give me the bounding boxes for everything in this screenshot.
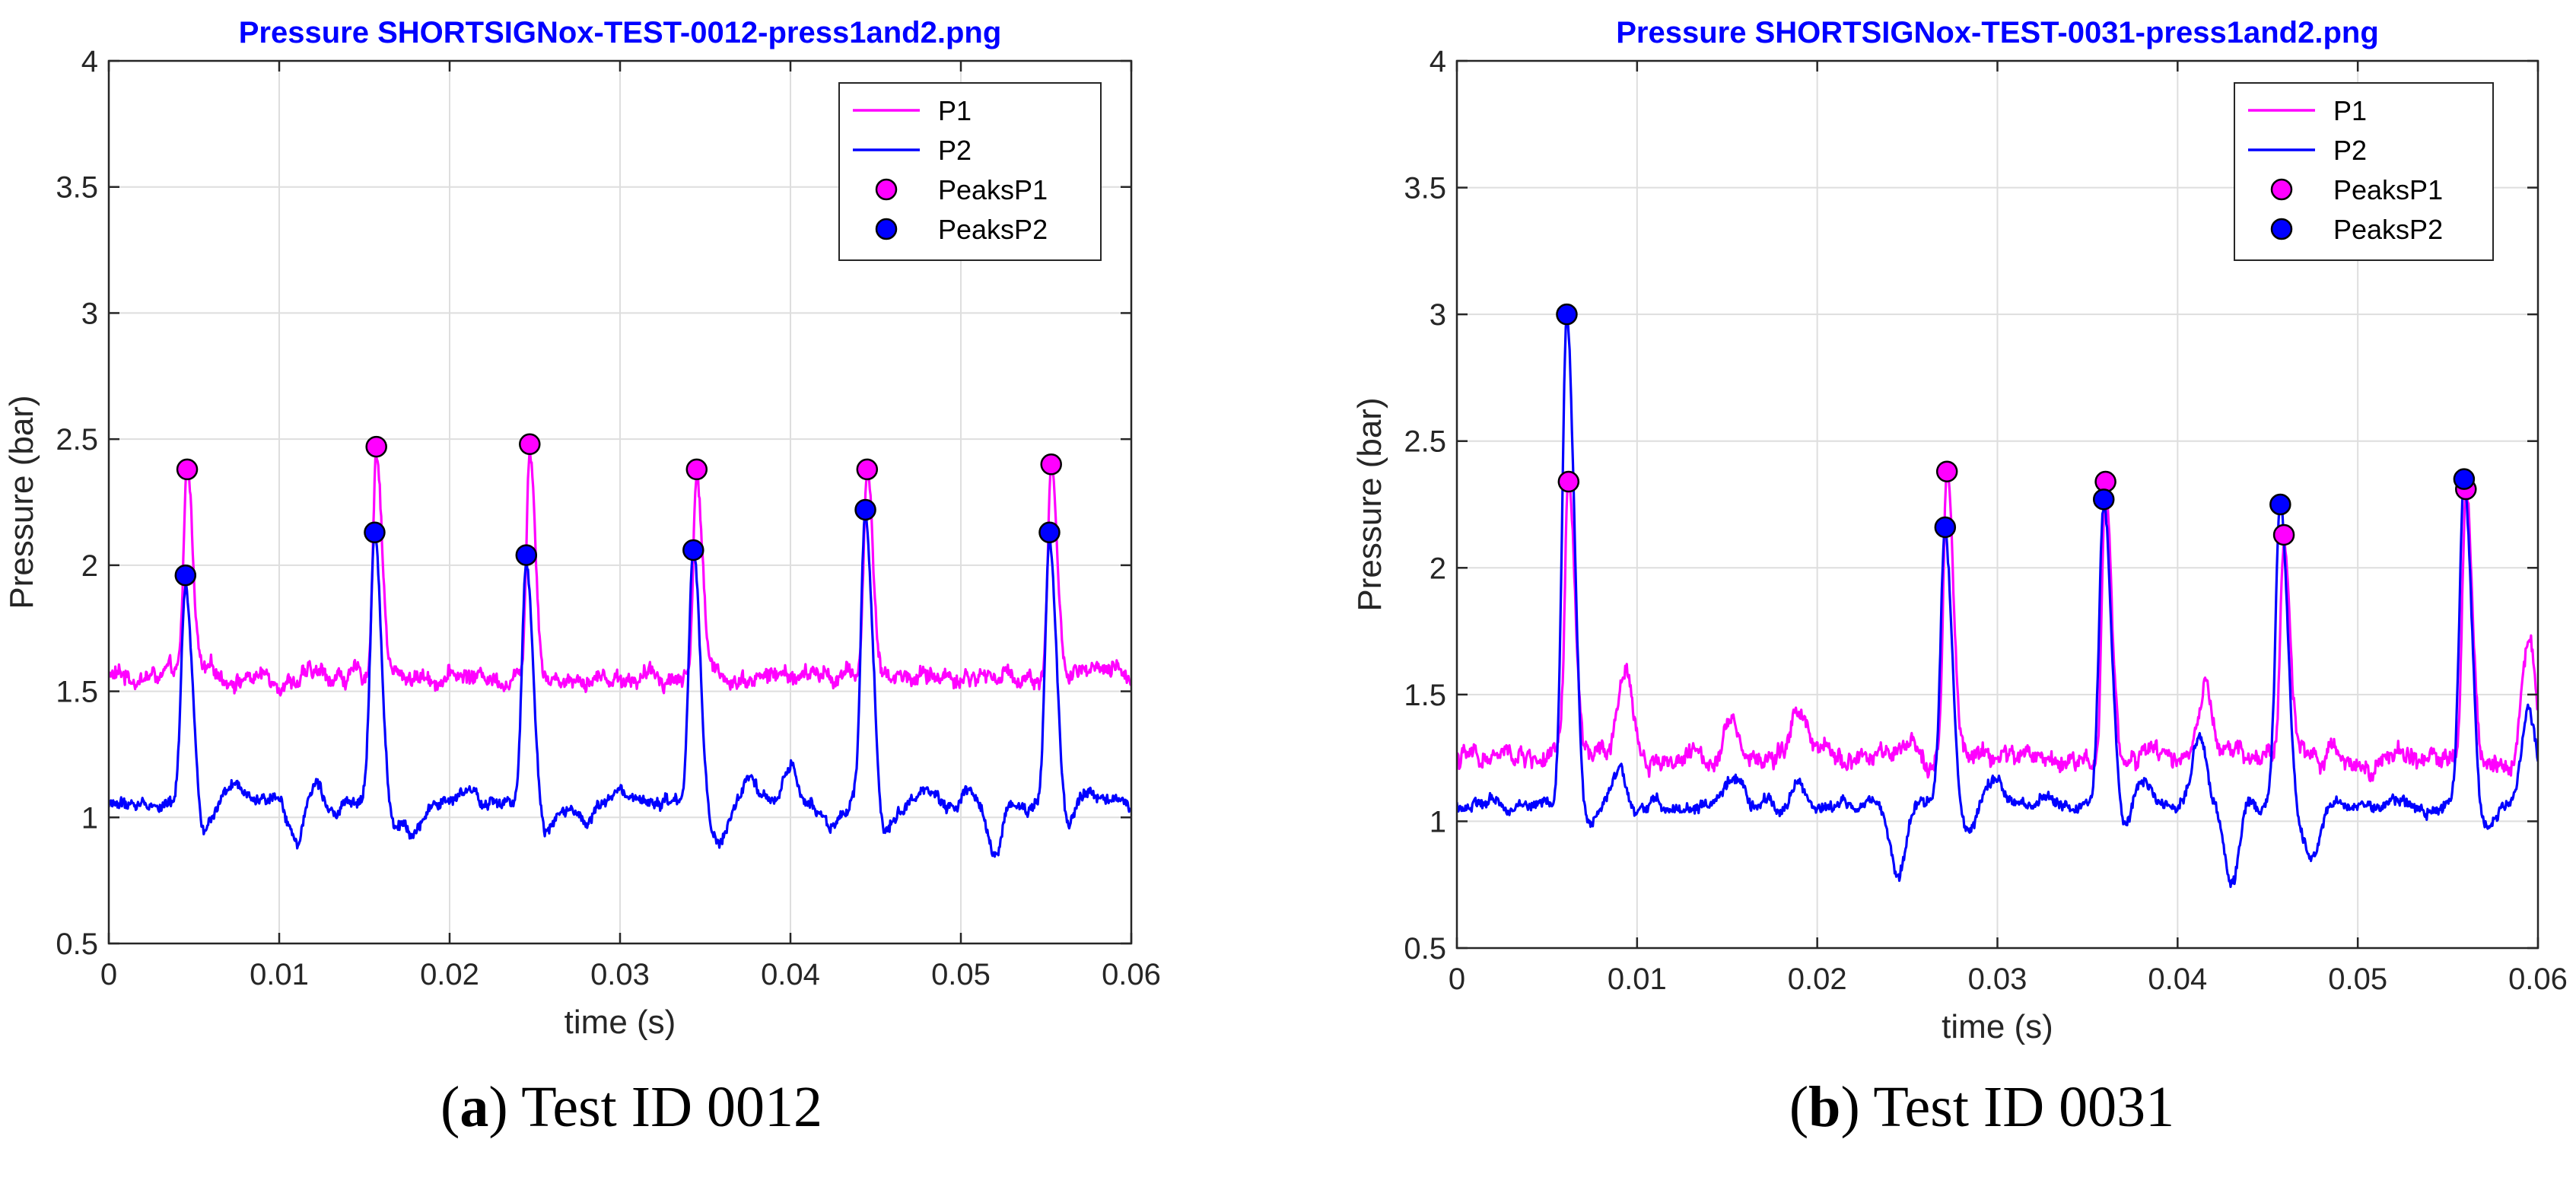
y-tick-label: 4 [1430, 45, 1446, 78]
caption-letter-a: a [460, 1075, 489, 1139]
x-tick-label: 0.02 [420, 958, 479, 991]
marker-peaksp2 [364, 521, 386, 544]
marker-peaksp1 [519, 433, 541, 456]
y-tick-label: 1.5 [56, 676, 98, 709]
caption-b: (b) Test ID 0031 [1789, 1075, 2175, 1139]
marker-peaksp1 [2272, 523, 2295, 546]
x-tick-label: 0.06 [1102, 958, 1161, 991]
marker-peaksp1 [685, 458, 708, 481]
caption-text-b: Test ID 0031 [1859, 1075, 2175, 1139]
legend-swatch-peaksp1 [875, 178, 898, 201]
series-line-p2 [109, 511, 1131, 858]
x-axis-label: time (s) [1942, 1008, 2053, 1045]
marker-peaksp2 [174, 564, 197, 587]
y-tick-label: 1 [81, 801, 98, 835]
caption-letter-b: b [1808, 1075, 1841, 1139]
y-tick-label: 1 [1430, 805, 1446, 838]
y-axis-label: Pressure (bar) [3, 395, 40, 609]
y-tick-label: 2.5 [56, 423, 98, 457]
legend-label-peaksp2: PeaksP2 [2333, 214, 2443, 245]
y-tick-label: 1.5 [1404, 679, 1446, 712]
x-tick-label: 0.06 [2508, 963, 2568, 996]
legend-swatch-peaksp2 [2270, 218, 2293, 240]
x-tick-label: 0.03 [1968, 963, 2027, 996]
marker-peaksp2 [1038, 521, 1061, 544]
marker-peaksp1 [2094, 470, 2116, 493]
x-tick-label: 0 [1449, 963, 1465, 996]
legend-label-peaksp2: PeaksP2 [938, 214, 1048, 245]
marker-peaksp1 [856, 458, 879, 481]
legend-label-p2: P2 [938, 135, 972, 166]
y-tick-label: 2 [1430, 552, 1446, 585]
chart-title: Pressure SHORTSIGNox-TEST-0031-press1and… [1616, 16, 2379, 49]
y-tick-label: 0.5 [56, 928, 98, 961]
legend: P1 P2 PeaksP1 PeaksP2 [2234, 82, 2494, 261]
caption-text-a: Test ID 0012 [507, 1075, 822, 1139]
marker-peaksp2 [2269, 493, 2291, 516]
marker-peaksp2 [854, 498, 876, 521]
x-axis-label: time (s) [564, 1004, 676, 1041]
legend-label-peaksp1: PeaksP1 [938, 174, 1048, 205]
marker-peaksp1 [1557, 470, 1580, 493]
y-tick-label: 3 [1430, 298, 1446, 332]
marker-peaksp1 [1040, 453, 1062, 476]
chart-title: Pressure SHORTSIGNox-TEST-0012-press1and… [239, 16, 1002, 49]
series-line-p2 [1457, 315, 2538, 889]
y-tick-label: 2.5 [1404, 425, 1446, 459]
x-tick-label: 0.05 [2328, 963, 2387, 996]
x-tick-label: 0.03 [590, 958, 650, 991]
legend-label-p2: P2 [2333, 135, 2367, 166]
caption-a: (a) Test ID 0012 [440, 1075, 822, 1139]
y-tick-label: 3 [81, 297, 98, 330]
marker-peaksp2 [2092, 488, 2115, 511]
chart-test-0012: 0 0.01 0.02 0.03 0.04 0.05 0.06 0.5 1 1.5 2 2.5 3 3.5… [3, 16, 1161, 1041]
y-tick-label: 3.5 [56, 171, 98, 205]
x-tick-label: 0.02 [1788, 963, 1847, 996]
marker-peaksp2 [2453, 468, 2476, 490]
chart-test-0031: 0 0.01 0.02 0.03 0.04 0.05 0.06 0.5 1 1.5 2 2.5 3 3.5… [1351, 16, 2568, 1045]
marker-peaksp1 [1935, 460, 1958, 482]
legend-label-peaksp1: PeaksP1 [2333, 174, 2443, 205]
x-tick-label: 0.05 [931, 958, 991, 991]
y-tick-label: 3.5 [1404, 172, 1446, 205]
series-line-p1 [109, 451, 1131, 697]
y-axis-label: Pressure (bar) [1351, 397, 1388, 611]
legend: P1 P2 PeaksP1 PeaksP2 [838, 82, 1102, 261]
marker-peaksp2 [515, 544, 538, 566]
marker-peaksp2 [1556, 303, 1578, 326]
marker-peaksp1 [365, 435, 387, 458]
legend-swatch-peaksp2 [875, 218, 898, 240]
y-tick-label: 0.5 [1404, 932, 1446, 966]
series-line-p1 [1457, 466, 2538, 783]
legend-swatch-peaksp1 [2270, 178, 2293, 201]
x-tick-label: 0.04 [2148, 963, 2207, 996]
x-tick-label: 0 [100, 958, 117, 991]
x-tick-label: 0.01 [250, 958, 309, 991]
x-tick-label: 0.01 [1608, 963, 1667, 996]
legend-label-p1: P1 [938, 95, 972, 126]
x-tick-label: 0.04 [761, 958, 820, 991]
marker-peaksp2 [1934, 516, 1957, 539]
marker-peaksp2 [682, 539, 704, 562]
y-tick-label: 2 [81, 549, 98, 583]
legend-label-p1: P1 [2333, 95, 2367, 126]
marker-peaksp1 [176, 458, 199, 481]
y-tick-label: 4 [81, 45, 98, 78]
